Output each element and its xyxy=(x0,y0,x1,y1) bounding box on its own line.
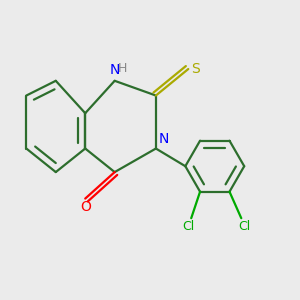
Text: Cl: Cl xyxy=(182,220,194,233)
Text: O: O xyxy=(80,200,91,214)
Text: N: N xyxy=(158,132,169,145)
Text: N: N xyxy=(110,63,120,77)
Text: S: S xyxy=(191,62,200,76)
Text: H: H xyxy=(117,62,127,75)
Text: Cl: Cl xyxy=(238,220,250,233)
